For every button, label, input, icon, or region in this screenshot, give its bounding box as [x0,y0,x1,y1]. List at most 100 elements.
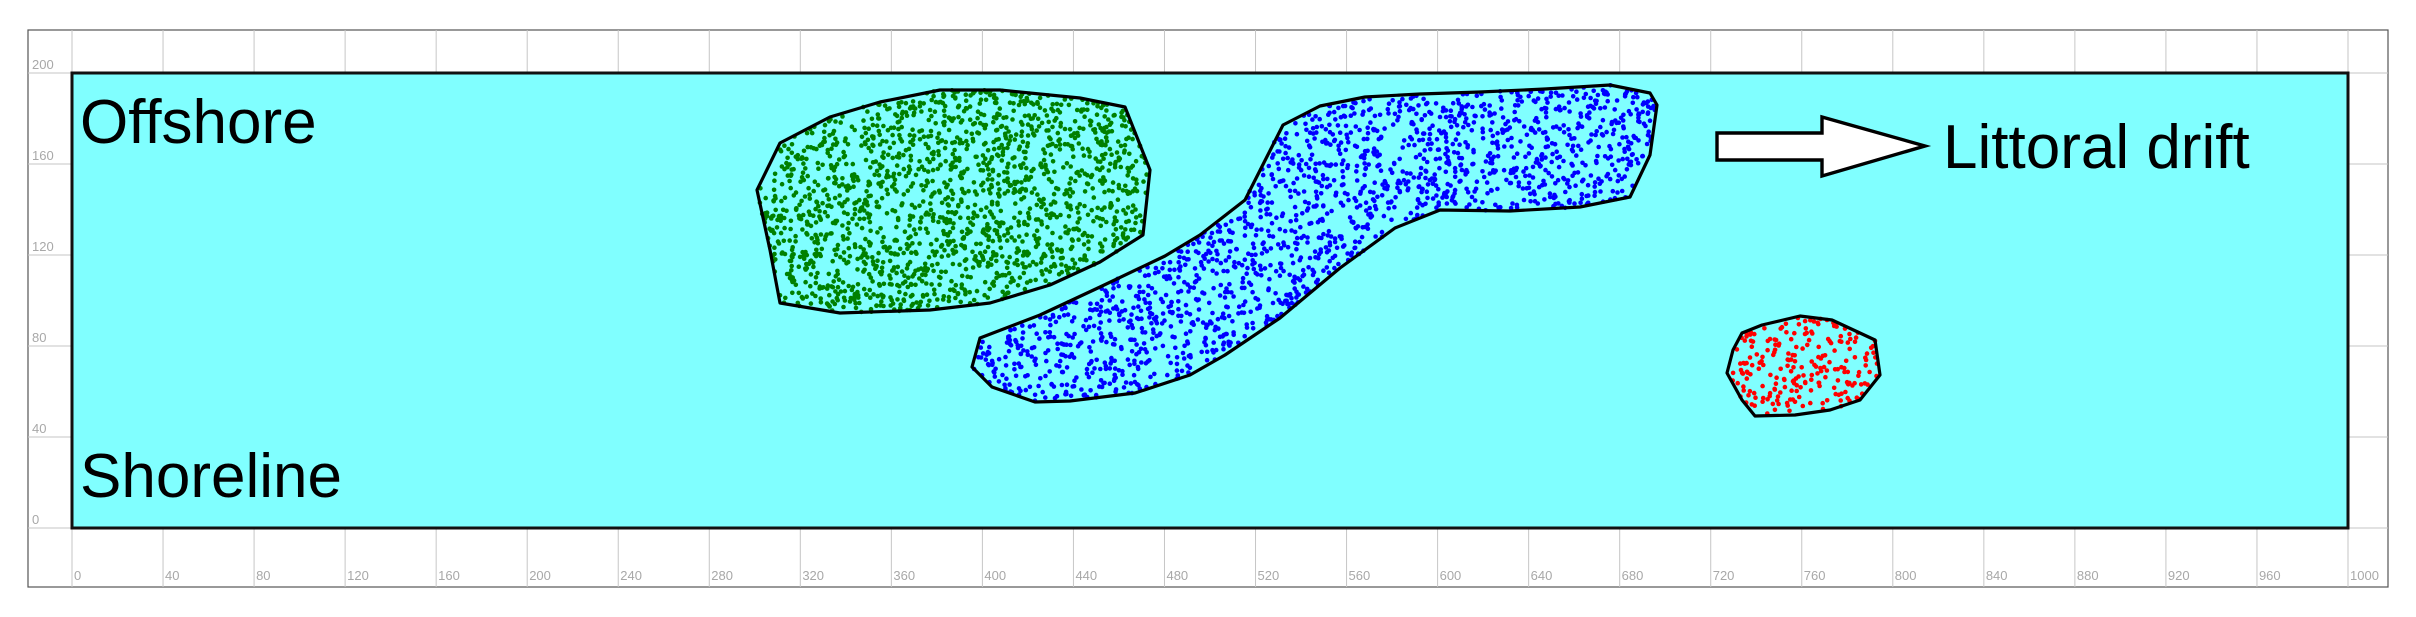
x-tick-label: 880 [2077,568,2099,583]
particle-dot [1439,130,1444,136]
particle-dot [1168,360,1173,366]
particle-dot [1334,245,1340,251]
particle-dot [808,272,814,277]
particle-dot [1154,320,1160,326]
particle-dot [1852,380,1857,386]
particle-dot [1024,280,1030,285]
particle-dot [1099,298,1105,303]
particle-dot [985,167,991,172]
particle-dot [858,255,864,260]
particle-dot [1365,136,1370,142]
particle-dot [1045,348,1051,353]
particle-dot [1069,133,1075,138]
particle-dot [1114,209,1120,214]
particle-dot [1176,306,1181,312]
particle-dot [1259,227,1264,232]
particle-dot [1384,185,1389,191]
particle-dot [1445,181,1450,187]
particle-dot [1403,182,1409,187]
particle-dot [1128,337,1133,343]
particle-dot [1074,375,1079,380]
particle-dot [1549,159,1554,165]
x-tick-labels: 0 40 80 120 160 200 240 280 320 360 400 440 480 520 56… [74,568,2379,583]
particle-dot [1651,103,1656,109]
particle-dot [1273,291,1278,296]
particle-dot [1396,104,1402,109]
particle-dot [1250,241,1256,246]
particle-dot [1182,343,1187,349]
particle-dot [1499,98,1505,103]
particle-dot [1372,180,1377,185]
particle-dot [1221,340,1227,346]
particle-dot [1297,257,1303,263]
particle-dot [1080,232,1086,238]
particle-dot [1289,228,1294,233]
particle-dot [1134,177,1139,182]
particle-dot [1133,158,1139,164]
particle-dot [1386,206,1391,211]
particle-dot [1521,197,1527,203]
particle-dot [1064,382,1070,388]
particle-dot [1553,90,1559,96]
particle-dot [1556,164,1562,170]
particle-dot [1310,126,1316,131]
particle-dot [1417,137,1422,143]
particle-dot [785,155,790,161]
particle-dot [1001,115,1006,121]
particle-dot [1810,331,1815,336]
particle-dot [975,109,981,114]
particle-dot [980,255,986,260]
particle-dot [918,220,923,225]
particle-dot [1065,312,1071,317]
particle-dot [1038,376,1043,381]
particle-dot [1116,283,1121,289]
particle-dot [1085,172,1090,178]
particle-dot [1340,174,1346,180]
particle-dot [1397,189,1403,195]
particle-dot [1444,201,1450,206]
particle-dot [1000,272,1006,278]
particle-dot [1306,143,1312,148]
particle-dot [802,194,808,199]
x-tick-label: 800 [1895,568,1917,583]
particle-dot [1077,257,1083,262]
particle-dot [1371,126,1376,132]
particle-dot [1453,169,1458,175]
particle-dot [1208,250,1213,256]
particle-dot [1005,145,1010,151]
particle-dot [1437,114,1443,120]
particle-dot [952,211,958,217]
particle-dot [1092,366,1097,371]
particle-dot [1557,126,1563,132]
y-tick-label: 160 [32,148,54,163]
particle-dot [994,228,1000,234]
particle-dot [1589,132,1594,137]
particle-dot [1831,385,1837,391]
particle-dot [1029,345,1035,351]
particle-dot [1107,318,1112,323]
particle-dot [1104,339,1109,345]
particle-dot [1196,307,1202,312]
particle-dot [1612,107,1617,112]
particle-dot [1285,244,1291,250]
particle-dot [891,171,897,177]
particle-dot [919,109,924,114]
particle-dot [1336,105,1341,111]
particle-dot [1542,197,1547,202]
particle-dot [1222,289,1228,295]
particle-dot [1211,239,1217,245]
particle-dot [1050,102,1055,107]
particle-dot [1290,161,1296,166]
particle-dot [932,291,937,297]
particle-dot [1057,314,1062,320]
particle-dot [1286,293,1291,298]
particle-dot [1773,337,1779,343]
particle-dot [1472,113,1477,119]
particle-dot [1488,187,1494,193]
particle-dot [1490,170,1496,175]
particle-dot [1250,262,1255,267]
particle-dot [1231,294,1236,299]
particle-dot [1058,235,1063,240]
particle-dot [1491,154,1497,160]
particle-dot [855,282,861,287]
